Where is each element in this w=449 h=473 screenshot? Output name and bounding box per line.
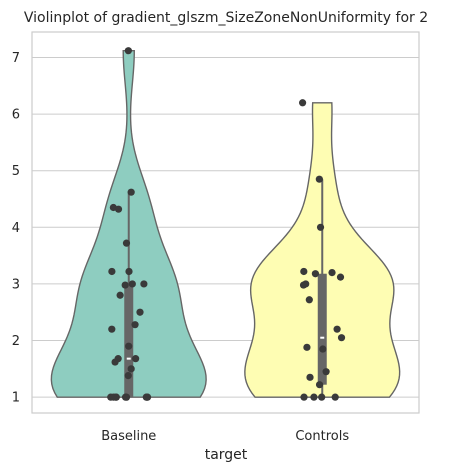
data-point [121,393,130,401]
data-point [336,273,345,281]
data-point [311,270,320,278]
data-point [140,280,148,288]
y-tick-label: 7 [12,51,20,66]
x-tick-label: Controls [295,429,349,444]
data-point [127,188,135,196]
boxes [124,179,327,398]
data-point [310,393,318,401]
y-tick-label: 5 [12,164,20,179]
data-point [108,267,116,276]
y-tick-label: 6 [12,108,20,123]
x-tick-label: Baseline [101,429,156,444]
data-point [114,205,123,213]
data-point [127,365,135,373]
data-point [328,269,336,277]
data-point [112,393,120,401]
points [107,47,346,401]
data-point [124,372,132,380]
violins [50,49,401,398]
data-point [124,47,132,55]
y-tick-labels: 1 2 3 4 5 6 7 [12,51,20,406]
data-point [300,393,308,401]
data-point [128,280,136,288]
data-point [306,373,314,381]
box-iqr [317,273,327,385]
data-point [122,239,131,247]
data-point [132,355,140,363]
data-point [299,99,307,107]
data-point [303,343,311,351]
box-median [320,336,325,339]
data-point [322,368,330,376]
box-iqr [124,282,134,398]
data-point [111,358,119,366]
data-point [331,393,339,401]
y-tick-label: 2 [12,334,20,349]
data-point [136,308,144,316]
data-point [108,325,116,333]
data-point [333,325,341,333]
data-point [131,321,139,329]
box-median [126,357,131,360]
data-point [300,267,308,276]
plot-frame [31,31,420,414]
chart-title: Violinplot of gradient_glszm_SizeZoneNon… [24,10,428,26]
data-point [143,393,151,401]
data-point [318,393,326,401]
x-axis-label: target [205,447,248,463]
y-tick-label: 1 [12,391,20,406]
x-tick-labels: Baseline Controls [101,429,349,444]
data-point [316,223,325,231]
data-point [299,281,308,289]
data-point [125,342,133,350]
data-point [319,345,327,353]
data-point [121,281,129,289]
data-point [305,296,313,304]
data-point [125,267,133,276]
y-tick-label: 4 [12,221,20,236]
data-point [315,381,324,389]
data-point [337,334,346,342]
data-point [116,291,124,299]
data-point [315,175,323,183]
y-tick-label: 3 [12,277,20,292]
